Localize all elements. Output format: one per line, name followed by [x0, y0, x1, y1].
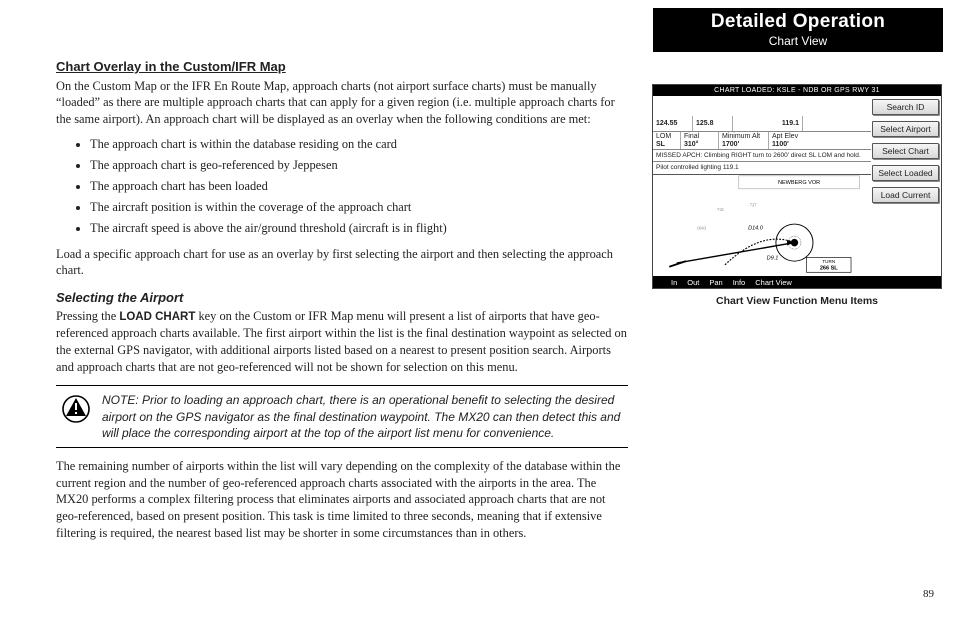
text-fragment: Pressing the	[56, 309, 119, 323]
svg-text:·1643: ·1643	[695, 227, 706, 232]
figure-caption: Chart View Function Menu Items	[652, 295, 942, 307]
svg-text:·741: ·741	[716, 208, 725, 213]
header-band: Detailed Operation Chart View	[653, 8, 943, 52]
note-block: NOTE: Prior to loading an approach chart…	[56, 385, 628, 448]
select-airport-button[interactable]: Select Airport	[872, 121, 939, 137]
svg-text:TURN: TURN	[822, 259, 835, 264]
menu-in[interactable]: In	[671, 278, 677, 287]
chart-screenshot: CHART LOADED: KSLE - NDB OR GPS RWY 31 K…	[652, 84, 942, 289]
svg-text:266 SL: 266 SL	[820, 266, 838, 272]
page-number: 89	[923, 588, 934, 600]
val: 1700'	[722, 141, 765, 148]
val: 1100'	[772, 141, 816, 148]
bullet-item: The approach chart is geo-referenced by …	[90, 157, 628, 175]
section-title-selecting: Selecting the Airport	[56, 289, 628, 307]
map-plan-view: NEWBERG VOR TURN 266	[653, 174, 871, 276]
chart-top-bar: CHART LOADED: KSLE - NDB OR GPS RWY 31	[653, 85, 941, 96]
val: SL	[656, 141, 677, 148]
main-column: Chart Overlay in the Custom/IFR Map On t…	[56, 58, 628, 550]
section-title-overlay: Chart Overlay in the Custom/IFR Map	[56, 58, 628, 76]
menu-out[interactable]: Out	[687, 278, 699, 287]
data-cell: Apt Elev 1100'	[769, 132, 819, 149]
chart-bottom-bar: In Out Pan Info Chart View	[653, 276, 941, 288]
section2-p1: Pressing the LOAD CHART key on the Custo…	[56, 308, 628, 376]
section1-p2: Load a specific approach chart for use a…	[56, 246, 628, 279]
lbl: LOM	[656, 133, 677, 140]
data-cell: Final 310°	[681, 132, 719, 149]
data-row: LOM SL Final 310° Minimum Alt 1700' Apt …	[653, 132, 871, 150]
bullet-item: The aircraft position is within the cove…	[90, 199, 628, 217]
svg-text:D14.0: D14.0	[748, 226, 764, 232]
lbl: Final	[684, 133, 715, 140]
bullet-item: The approach chart has been loaded	[90, 178, 628, 196]
section2-p2: The remaining number of airports within …	[56, 458, 628, 542]
chart-map-area: 124.55 125.8 119.1 LOM SL Final 310° Min…	[653, 96, 871, 276]
lbl: Apt Elev	[772, 133, 816, 140]
header-subtitle: Chart View	[653, 34, 943, 48]
menu-chart-view[interactable]: Chart View	[755, 278, 792, 287]
freq-cell: 119.1	[733, 116, 803, 131]
data-cell: Minimum Alt 1700'	[719, 132, 769, 149]
conditions-list: The approach chart is within the databas…	[90, 136, 628, 238]
freq-row: 124.55 125.8 119.1	[653, 116, 871, 132]
select-loaded-button[interactable]: Select Loaded	[872, 165, 939, 181]
page: Detailed Operation Chart View Chart Over…	[0, 0, 954, 618]
warning-icon	[56, 390, 96, 424]
val: 310°	[684, 141, 715, 148]
menu-button-stack: Search ID Select Airport Select Chart Se…	[872, 99, 939, 203]
svg-text:·737: ·737	[748, 203, 757, 208]
figure-column: CHART LOADED: KSLE - NDB OR GPS RWY 31 K…	[652, 84, 942, 307]
menu-info[interactable]: Info	[733, 278, 746, 287]
header-title: Detailed Operation	[653, 11, 943, 33]
select-chart-button[interactable]: Select Chart	[872, 143, 939, 159]
search-id-button[interactable]: Search ID	[872, 99, 939, 115]
missed-approach: MISSED APCH: Climbing RIGHT turn to 2600…	[653, 150, 871, 162]
vor-label: NEWBERG VOR	[778, 180, 820, 186]
section1-p1: On the Custom Map or the IFR En Route Ma…	[56, 78, 628, 128]
freq-cell: 125.8	[693, 116, 733, 131]
freq-cell: 124.55	[653, 116, 693, 131]
bullet-item: The approach chart is within the databas…	[90, 136, 628, 154]
data-cell: LOM SL	[653, 132, 681, 149]
note-text: NOTE: Prior to loading an approach chart…	[96, 390, 628, 443]
load-chart-bold: LOAD CHART	[119, 311, 195, 323]
bullet-item: The aircraft speed is above the air/grou…	[90, 220, 628, 238]
lbl: Minimum Alt	[722, 133, 765, 140]
load-current-button[interactable]: Load Current	[872, 187, 939, 203]
menu-pan[interactable]: Pan	[709, 278, 722, 287]
svg-text:D9.1: D9.1	[767, 255, 779, 261]
